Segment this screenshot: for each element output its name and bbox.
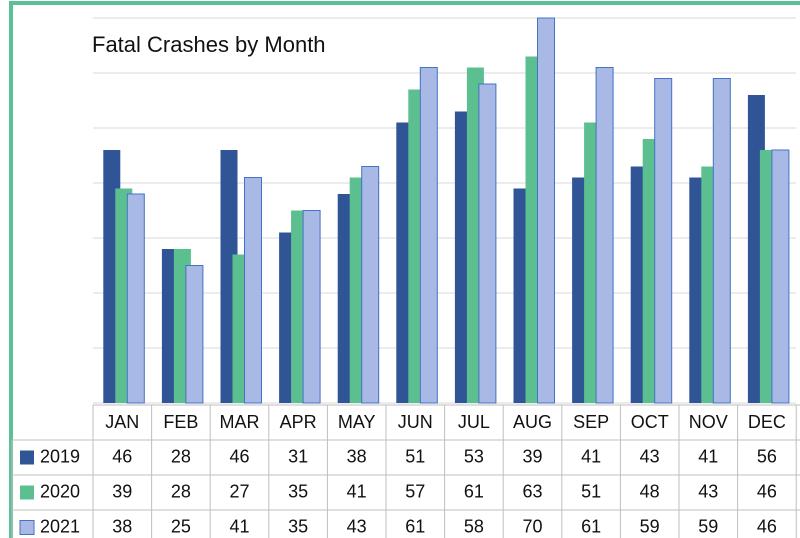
bar: [361, 166, 380, 404]
legend-swatch: [19, 520, 35, 535]
table-value: 57: [405, 481, 425, 501]
chart-title: Fatal Crashes by Month: [92, 32, 326, 57]
bar: [537, 17, 555, 404]
x-tick-label: OCT: [631, 412, 669, 432]
table-value: 46: [112, 446, 132, 466]
bar: [595, 67, 614, 404]
x-tick-label: JAN: [105, 412, 139, 432]
legend-swatch: [20, 485, 34, 500]
legend-label: 2020: [40, 481, 80, 501]
x-tick-label: AUG: [513, 412, 552, 432]
bar: [302, 210, 321, 404]
x-tick-label: SEP: [573, 412, 609, 432]
table-value: 28: [171, 481, 191, 501]
table-value: 51: [405, 446, 425, 466]
bar: [478, 83, 497, 404]
x-tick-label: APR: [280, 412, 317, 432]
table-value: 51: [581, 481, 601, 501]
bar: [712, 78, 731, 404]
legend-label: 2019: [40, 446, 80, 466]
table-value: 38: [347, 446, 367, 466]
table-value: 46: [229, 446, 249, 466]
table-value: 46: [757, 516, 777, 536]
bar: [771, 149, 790, 404]
legend-swatch: [20, 450, 34, 465]
bar: [419, 67, 438, 404]
bar: [654, 78, 673, 404]
table-value: 58: [464, 516, 484, 536]
table-value: 28: [171, 446, 191, 466]
x-tick-label: MAR: [220, 412, 260, 432]
table-value: 59: [698, 516, 718, 536]
table-value: 61: [464, 481, 484, 501]
table-value: 46: [757, 481, 777, 501]
x-tick-label: DEC: [748, 412, 786, 432]
bar: [185, 265, 204, 404]
table-value: 63: [522, 481, 542, 501]
table-value: 61: [581, 516, 601, 536]
table-value: 43: [347, 516, 367, 536]
x-tick-label: NOV: [689, 412, 728, 432]
table-value: 39: [522, 446, 542, 466]
table-value: 59: [640, 516, 660, 536]
legend-label: 2021: [40, 516, 80, 536]
table-value: 35: [288, 516, 308, 536]
table-value: 25: [171, 516, 191, 536]
table-value: 31: [288, 446, 308, 466]
table-value: 41: [581, 446, 601, 466]
table-value: 56: [757, 446, 777, 466]
bar: [126, 193, 145, 404]
x-tick-label: JUL: [458, 412, 490, 432]
table-value: 41: [229, 516, 249, 536]
table-value: 39: [112, 481, 132, 501]
frame: [9, 1, 800, 538]
table-value: 27: [229, 481, 249, 501]
x-tick-label: MAY: [338, 412, 376, 432]
table-value: 41: [347, 481, 367, 501]
table-value: 70: [522, 516, 542, 536]
table-value: 43: [698, 481, 718, 501]
table-value: 41: [698, 446, 718, 466]
x-tick-label: FEB: [163, 412, 198, 432]
table-value: 38: [112, 516, 132, 536]
table-value: 35: [288, 481, 308, 501]
table-value: 48: [640, 481, 660, 501]
table-value: 61: [405, 516, 425, 536]
table-value: 43: [640, 446, 660, 466]
bar: [244, 177, 262, 404]
x-tick-label: JUN: [398, 412, 433, 432]
table-value: 53: [464, 446, 484, 466]
